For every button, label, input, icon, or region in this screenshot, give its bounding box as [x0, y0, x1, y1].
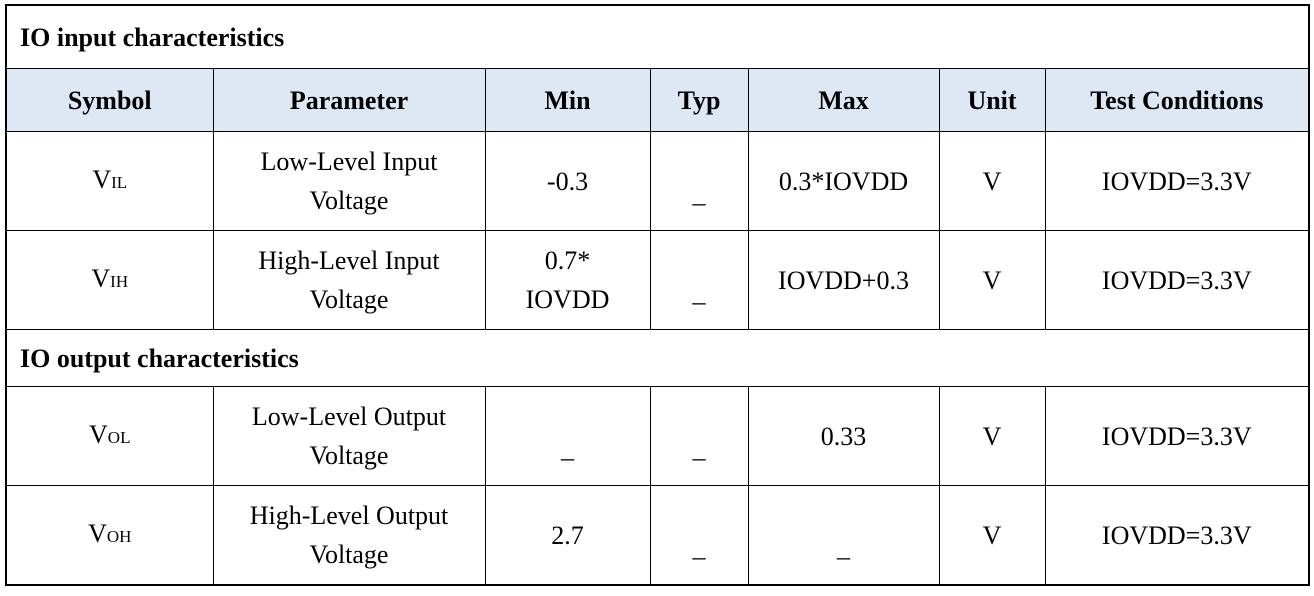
column-header: Parameter — [212, 68, 486, 132]
cell-text: V — [982, 520, 1002, 550]
cell-text: _ — [692, 277, 706, 307]
cell-text: _ — [692, 532, 706, 562]
cell-text: 0.7* IOVDD — [525, 246, 610, 314]
cell-text: _ — [837, 532, 850, 562]
section-title: IO output characteristics — [5, 329, 1310, 387]
column-header: Unit — [938, 68, 1046, 132]
table-cell: V — [938, 230, 1046, 330]
data-row: VOL Low-Level Output Voltage _ _ 0.33 V IOVDD=… — [5, 386, 1310, 486]
table-cell: VIL — [5, 131, 214, 231]
cell-text: -0.3 — [546, 166, 589, 196]
table-cell: V — [938, 131, 1046, 231]
cell-text: 0.33 — [820, 421, 867, 451]
table-cell: 0.7* IOVDD — [484, 230, 651, 330]
table-cell: VOL — [5, 386, 214, 486]
table-cell: Low-Level Output Voltage — [212, 386, 486, 486]
table-cell: _ — [649, 386, 749, 486]
cell-text: _ — [561, 433, 574, 463]
cell-text: _ — [692, 178, 706, 208]
table-cell: V — [938, 485, 1046, 586]
table-cell: IOVDD=3.3V — [1044, 386, 1310, 486]
table-wrapper: IO input characteristics Symbol Parameter M… — [5, 4, 1311, 586]
table-cell: VOH — [5, 485, 214, 586]
cell-text: IOVDD=3.3V — [1101, 166, 1252, 196]
column-header: Typ — [649, 68, 749, 132]
section-title: IO input characteristics — [5, 4, 1310, 69]
table-cell: High-Level Input Voltage — [212, 230, 486, 330]
cell-text: _ — [692, 433, 706, 463]
cell-text: 0.3*IOVDD — [778, 166, 909, 196]
table-cell: 0.3*IOVDD — [747, 131, 940, 231]
symbol-sub: OH — [106, 527, 132, 546]
cell-text: V — [982, 265, 1002, 295]
characteristics-table: IO input characteristics Symbol Parameter M… — [5, 4, 1311, 586]
table-cell: _ — [484, 386, 651, 486]
cell-text: 2.7 — [551, 520, 584, 550]
data-row: VOH High-Level Output Voltage 2.7 _ _ V IOVDD=… — [5, 485, 1310, 586]
column-header: Test Conditions — [1044, 68, 1310, 132]
table-cell: IOVDD+0.3 — [747, 230, 940, 330]
cell-text: IOVDD=3.3V — [1101, 520, 1252, 550]
table-cell: IOVDD=3.3V — [1044, 230, 1310, 330]
table-cell: _ — [649, 230, 749, 330]
symbol-sub: OL — [107, 428, 131, 447]
symbol-main: V — [88, 519, 107, 548]
table-cell: Low-Level Input Voltage — [212, 131, 486, 231]
table-cell: _ — [649, 131, 749, 231]
section-row: IO output characteristics — [5, 329, 1310, 387]
symbol-sub: IH — [110, 272, 129, 291]
symbol-sub: IL — [111, 173, 128, 192]
symbol-main: V — [89, 420, 108, 449]
header-row: Symbol Parameter Min Typ Max Unit Test Conditi… — [5, 68, 1310, 132]
cell-text: V — [982, 166, 1002, 196]
table-cell: VIH — [5, 230, 214, 330]
table-cell: _ — [649, 485, 749, 586]
table-cell: V — [938, 386, 1046, 486]
table-cell: IOVDD=3.3V — [1044, 485, 1310, 586]
table-cell: High-Level Output Voltage — [212, 485, 486, 586]
cell-text: Low-Level Output Voltage — [251, 402, 447, 470]
table-cell: _ — [747, 485, 940, 586]
column-header: Min — [484, 68, 651, 132]
symbol-main: V — [91, 264, 111, 293]
cell-text: Low-Level Input Voltage — [260, 147, 438, 215]
column-header: Max — [747, 68, 940, 132]
section-row: IO input characteristics — [5, 4, 1310, 69]
cell-text: V — [982, 421, 1002, 451]
data-row: VIL Low-Level Input Voltage -0.3 _ 0.3*IOVDD… — [5, 131, 1310, 231]
cell-text: High-Level Input Voltage — [258, 246, 440, 314]
column-header: Symbol — [5, 68, 214, 132]
data-row: VIH High-Level Input Voltage 0.7* IOVDD _ IO… — [5, 230, 1310, 330]
cell-text: IOVDD=3.3V — [1101, 421, 1252, 451]
table-cell: -0.3 — [484, 131, 651, 231]
cell-text: High-Level Output Voltage — [249, 501, 449, 569]
table-cell: IOVDD=3.3V — [1044, 131, 1310, 231]
cell-text: IOVDD+0.3 — [778, 265, 909, 295]
table-cell: 2.7 — [484, 485, 651, 586]
symbol-main: V — [92, 165, 112, 194]
table-cell: 0.33 — [747, 386, 940, 486]
cell-text: IOVDD=3.3V — [1101, 265, 1252, 295]
